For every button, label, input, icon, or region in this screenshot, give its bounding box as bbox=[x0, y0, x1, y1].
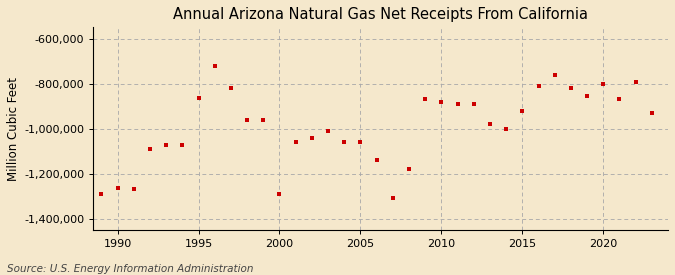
Point bbox=[323, 129, 333, 133]
Point bbox=[225, 86, 236, 90]
Point bbox=[258, 117, 269, 122]
Point bbox=[647, 111, 657, 115]
Point bbox=[209, 63, 220, 68]
Point bbox=[355, 140, 366, 144]
Point bbox=[96, 192, 107, 196]
Point bbox=[306, 135, 317, 140]
Point bbox=[452, 101, 463, 106]
Point bbox=[501, 126, 512, 131]
Point bbox=[436, 99, 447, 104]
Point bbox=[242, 117, 252, 122]
Point bbox=[420, 97, 431, 101]
Point bbox=[630, 80, 641, 85]
Point bbox=[128, 187, 139, 191]
Title: Annual Arizona Natural Gas Net Receipts From California: Annual Arizona Natural Gas Net Receipts … bbox=[173, 7, 588, 22]
Point bbox=[112, 186, 123, 190]
Point bbox=[582, 94, 593, 98]
Y-axis label: Million Cubic Feet: Million Cubic Feet bbox=[7, 76, 20, 180]
Point bbox=[566, 86, 576, 90]
Point bbox=[339, 140, 350, 144]
Point bbox=[371, 158, 382, 162]
Point bbox=[144, 147, 155, 151]
Point bbox=[387, 196, 398, 200]
Point bbox=[193, 96, 204, 100]
Point bbox=[468, 101, 479, 106]
Point bbox=[290, 140, 301, 144]
Point bbox=[598, 81, 609, 86]
Point bbox=[274, 192, 285, 196]
Text: Source: U.S. Energy Information Administration: Source: U.S. Energy Information Administ… bbox=[7, 264, 253, 274]
Point bbox=[549, 72, 560, 77]
Point bbox=[517, 108, 528, 113]
Point bbox=[177, 143, 188, 148]
Point bbox=[533, 84, 544, 88]
Point bbox=[485, 122, 495, 126]
Point bbox=[161, 143, 171, 148]
Point bbox=[614, 97, 625, 101]
Point bbox=[404, 167, 414, 171]
